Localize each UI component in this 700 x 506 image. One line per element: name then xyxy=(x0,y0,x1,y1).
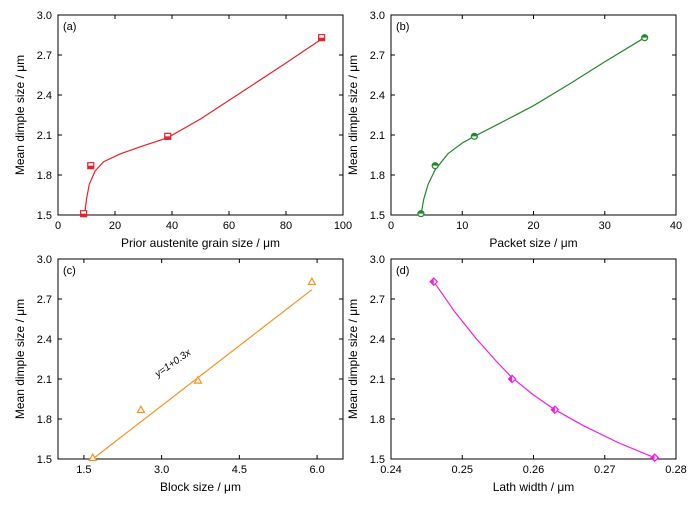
panel-1: 0 20 40 60 80 100 1.5 1.8 2.1 2.4 2.7 3.0 Prior aust… xyxy=(13,10,352,250)
x-tick-label: 0.28 xyxy=(665,464,686,476)
x-tick-label: 40 xyxy=(166,220,178,232)
y-tick-label: 1.5 xyxy=(370,454,385,466)
x-axis-label: Block size / μm xyxy=(160,480,241,494)
data-point-fill xyxy=(164,136,171,140)
y-tick-label: 2.7 xyxy=(370,294,385,306)
data-point xyxy=(307,276,317,286)
fit-curve xyxy=(433,281,655,459)
fit-curve xyxy=(92,289,313,460)
data-point xyxy=(136,404,146,414)
y-axis-label: Mean dimple size / μm xyxy=(13,299,27,419)
x-tick-label: 0 xyxy=(388,220,394,232)
y-tick-label: 1.8 xyxy=(370,170,385,182)
y-tick-label: 1.5 xyxy=(37,454,52,466)
y-tick-label: 1.8 xyxy=(370,414,385,426)
panel-label: (d) xyxy=(396,265,409,277)
y-tick-label: 2.4 xyxy=(37,90,52,102)
y-tick-label: 2.1 xyxy=(370,130,385,142)
y-tick-label: 2.4 xyxy=(37,334,52,346)
x-tick-label: 6.0 xyxy=(309,464,324,476)
y-tick-label: 2.7 xyxy=(370,50,385,62)
x-axis-label: Lath width / μm xyxy=(493,480,575,494)
y-tick-label: 2.1 xyxy=(37,130,52,142)
y-tick-label: 3.0 xyxy=(37,254,52,266)
panel-4: 0.24 0.25 0.26 0.27 0.28 1.5 1.8 2.1 2.4 2.7 3.0 La… xyxy=(346,254,687,494)
x-tick-label: 0.25 xyxy=(452,464,473,476)
data-point-fill xyxy=(432,162,439,166)
y-axis-label: Mean dimple size / μm xyxy=(346,299,360,419)
x-tick-label: 0 xyxy=(55,220,61,232)
x-tick-label: 40 xyxy=(670,220,682,232)
x-tick-label: 80 xyxy=(280,220,292,232)
data-point-fill xyxy=(641,34,648,38)
y-tick-label: 2.7 xyxy=(37,294,52,306)
x-tick-label: 10 xyxy=(456,220,468,232)
y-tick-label: 2.4 xyxy=(370,90,385,102)
x-tick-label: 20 xyxy=(109,220,121,232)
y-tick-label: 2.1 xyxy=(37,374,52,386)
x-tick-label: 60 xyxy=(223,220,235,232)
y-tick-label: 1.5 xyxy=(37,210,52,222)
panel-2: 0 10 20 30 40 1.5 1.8 2.1 2.4 2.7 3.0 Packet size /… xyxy=(346,10,682,250)
panel-label: (a) xyxy=(63,21,76,33)
x-tick-label: 100 xyxy=(334,220,352,232)
panel-3: 1.5 3.0 4.5 6.0 1.5 1.8 2.1 2.4 2.7 3.0 Block size… xyxy=(13,254,344,494)
x-tick-label: 1.5 xyxy=(76,464,91,476)
plot-frame xyxy=(390,258,677,460)
x-tick-label: 0.26 xyxy=(523,464,544,476)
y-tick-label: 2.1 xyxy=(370,374,385,386)
data-point-fill xyxy=(651,454,655,462)
y-tick-label: 1.8 xyxy=(37,414,52,426)
data-point-fill xyxy=(471,133,478,137)
fit-curve xyxy=(83,38,322,216)
fit-curve xyxy=(420,37,645,216)
plot-frame xyxy=(57,14,344,216)
data-point-fill xyxy=(508,375,513,383)
y-axis-label: Mean dimple size / μm xyxy=(346,55,360,175)
data-point-fill xyxy=(417,210,424,214)
data-point xyxy=(88,452,98,462)
plot-frame xyxy=(57,258,344,460)
data-point-fill xyxy=(87,165,94,169)
x-tick-label: 20 xyxy=(527,220,539,232)
y-tick-label: 1.5 xyxy=(370,210,385,222)
y-axis-label: Mean dimple size / μm xyxy=(13,55,27,175)
data-point-fill xyxy=(551,406,555,414)
panel-label: (b) xyxy=(396,21,409,33)
data-point-fill xyxy=(430,278,434,286)
y-tick-label: 2.4 xyxy=(370,334,385,346)
x-axis-label: Prior austenite grain size / μm xyxy=(121,236,280,250)
data-point-fill xyxy=(80,213,87,217)
y-tick-label: 1.8 xyxy=(37,170,52,182)
y-tick-label: 3.0 xyxy=(37,10,52,22)
fit-equation: y=1+0.3x xyxy=(152,347,194,381)
data-point-fill xyxy=(318,37,325,41)
x-tick-label: 4.5 xyxy=(232,464,247,476)
y-tick-label: 3.0 xyxy=(370,10,385,22)
panel-label: (c) xyxy=(63,265,76,277)
x-tick-label: 30 xyxy=(599,220,611,232)
x-axis-label: Packet size / μm xyxy=(489,236,577,250)
y-tick-label: 2.7 xyxy=(37,50,52,62)
data-point xyxy=(193,375,203,384)
y-tick-label: 3.0 xyxy=(370,254,385,266)
x-tick-label: 3.0 xyxy=(154,464,169,476)
x-tick-label: 0.27 xyxy=(594,464,615,476)
x-tick-label: 0.24 xyxy=(380,464,401,476)
